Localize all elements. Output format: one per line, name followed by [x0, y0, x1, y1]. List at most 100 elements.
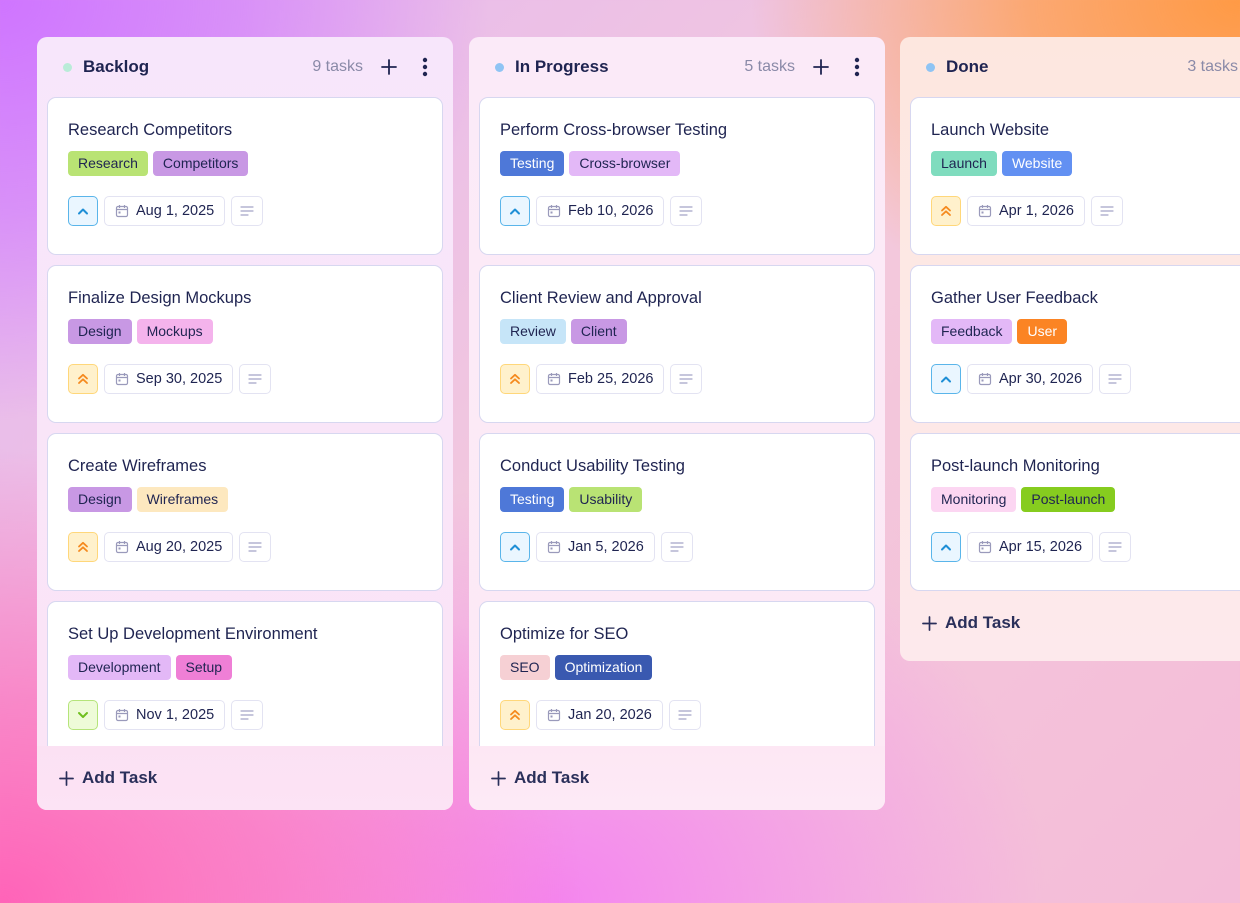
- tag-list: Research Competitors: [68, 151, 422, 176]
- tag: Review: [500, 319, 566, 344]
- plus-icon: [922, 615, 937, 631]
- priority-button[interactable]: [500, 196, 530, 226]
- description-button[interactable]: [231, 196, 264, 226]
- plus-icon: [491, 770, 506, 786]
- priority-button[interactable]: [68, 364, 98, 394]
- task-title: Create Wireframes: [68, 457, 207, 475]
- task-title: Perform Cross-browser Testing: [500, 121, 728, 139]
- task-title: Finalize Design Mockups: [68, 289, 252, 307]
- due-date-button[interactable]: Apr 1, 2026: [967, 196, 1085, 226]
- task-card[interactable]: Perform Cross-browser Testing Testing Cr…: [479, 97, 875, 255]
- task-card[interactable]: Post-launch Monitoring Monitoring Post-l…: [910, 433, 1240, 591]
- priority-button[interactable]: [500, 700, 530, 730]
- due-date: Nov 1, 2025: [136, 707, 215, 723]
- calendar-icon: [978, 205, 992, 218]
- column-menu-button[interactable]: [849, 55, 865, 79]
- tag: Wireframes: [136, 487, 229, 512]
- priority-button[interactable]: [68, 532, 98, 562]
- task-title: Client Review and Approval: [500, 289, 702, 307]
- due-date-button[interactable]: Jan 5, 2026: [536, 532, 655, 562]
- add-task-icon-button[interactable]: [377, 55, 401, 79]
- card-meta: Nov 1, 2025: [68, 700, 422, 730]
- description-button[interactable]: [239, 532, 272, 562]
- task-card[interactable]: Client Review and Approval Review Client…: [479, 265, 875, 423]
- plus-icon: [381, 59, 397, 75]
- description-button[interactable]: [1090, 196, 1123, 226]
- chevron-up-icon: [510, 208, 520, 215]
- due-date: Aug 1, 2025: [136, 203, 215, 219]
- task-card[interactable]: Gather User Feedback Feedback User Apr 3…: [910, 265, 1240, 423]
- due-date: Feb 25, 2026: [568, 371, 654, 387]
- due-date: Jan 5, 2026: [568, 539, 644, 555]
- due-date-button[interactable]: Jan 20, 2026: [536, 700, 663, 730]
- calendar-icon: [547, 709, 561, 722]
- tag: Design: [68, 319, 132, 344]
- priority-button[interactable]: [500, 364, 530, 394]
- column-menu-button[interactable]: [417, 55, 433, 79]
- more-vertical-icon: [854, 57, 860, 77]
- tag: Design: [68, 487, 132, 512]
- description-button[interactable]: [1099, 364, 1132, 394]
- due-date-button[interactable]: Sep 30, 2025: [104, 364, 234, 394]
- add-task-button[interactable]: Add Task: [900, 597, 1240, 649]
- double-chevron-up-icon: [78, 373, 88, 384]
- priority-button[interactable]: [68, 196, 98, 226]
- task-card[interactable]: Conduct Usability Testing Testing Usabil…: [479, 433, 875, 591]
- card-meta: Aug 20, 2025: [68, 532, 422, 562]
- plus-icon: [59, 770, 74, 786]
- description-button[interactable]: [670, 364, 703, 394]
- task-card[interactable]: Set Up Development Environment Developme…: [47, 601, 443, 746]
- card-meta: Apr 15, 2026: [931, 532, 1240, 562]
- text-lines-icon: [679, 206, 694, 216]
- card-list: Launch Website Launch Website Apr 1, 202…: [910, 97, 1240, 597]
- calendar-icon: [978, 373, 992, 386]
- task-card[interactable]: Create Wireframes Design Wireframes Aug …: [47, 433, 443, 591]
- due-date-button[interactable]: Apr 30, 2026: [967, 364, 1094, 394]
- description-button[interactable]: [670, 196, 703, 226]
- due-date-button[interactable]: Feb 25, 2026: [536, 364, 665, 394]
- calendar-icon: [547, 205, 561, 218]
- description-button[interactable]: [239, 364, 272, 394]
- due-date-button[interactable]: Apr 15, 2026: [967, 532, 1094, 562]
- task-card[interactable]: Finalize Design Mockups Design Mockups S…: [47, 265, 443, 423]
- priority-button[interactable]: [931, 532, 961, 562]
- due-date-button[interactable]: Aug 20, 2025: [104, 532, 234, 562]
- card-meta: Apr 1, 2026: [931, 196, 1240, 226]
- priority-button[interactable]: [931, 196, 961, 226]
- priority-button[interactable]: [931, 364, 961, 394]
- tag: Monitoring: [931, 487, 1017, 512]
- tag-list: Review Client: [500, 319, 854, 344]
- description-button[interactable]: [231, 700, 264, 730]
- card-meta: Feb 25, 2026: [500, 364, 854, 394]
- task-card[interactable]: Research Competitors Research Competitor…: [47, 97, 443, 255]
- column-header: In Progress 5 tasks: [469, 37, 885, 97]
- tag-list: Feedback User: [931, 319, 1240, 344]
- task-count: 5 tasks: [744, 58, 795, 75]
- due-date-button[interactable]: Nov 1, 2025: [104, 700, 226, 730]
- due-date: Apr 1, 2026: [999, 203, 1074, 219]
- chevron-up-icon: [941, 376, 951, 383]
- add-task-button[interactable]: Add Task: [37, 746, 453, 810]
- text-lines-icon: [1100, 206, 1114, 216]
- due-date-button[interactable]: Feb 10, 2026: [536, 196, 665, 226]
- description-button[interactable]: [660, 532, 693, 562]
- tag-list: Testing Usability: [500, 487, 854, 512]
- description-button[interactable]: [1099, 532, 1132, 562]
- task-card[interactable]: Launch Website Launch Website Apr 1, 202…: [910, 97, 1240, 255]
- add-task-label: Add Task: [945, 613, 1021, 632]
- tag: Launch: [931, 151, 997, 176]
- add-task-icon-button[interactable]: [809, 55, 833, 79]
- tag: Post-launch: [1021, 487, 1116, 512]
- due-date: Aug 20, 2025: [136, 539, 223, 555]
- tag: Optimization: [554, 655, 653, 680]
- description-button[interactable]: [668, 700, 701, 730]
- priority-button[interactable]: [68, 700, 98, 730]
- due-date-button[interactable]: Aug 1, 2025: [104, 196, 226, 226]
- task-card[interactable]: Optimize for SEO SEO Optimization Jan 20…: [479, 601, 875, 746]
- card-meta: Feb 10, 2026: [500, 196, 854, 226]
- card-meta: Jan 20, 2026: [500, 700, 854, 730]
- add-task-button[interactable]: Add Task: [469, 746, 885, 810]
- text-lines-icon: [248, 374, 262, 384]
- priority-button[interactable]: [500, 532, 530, 562]
